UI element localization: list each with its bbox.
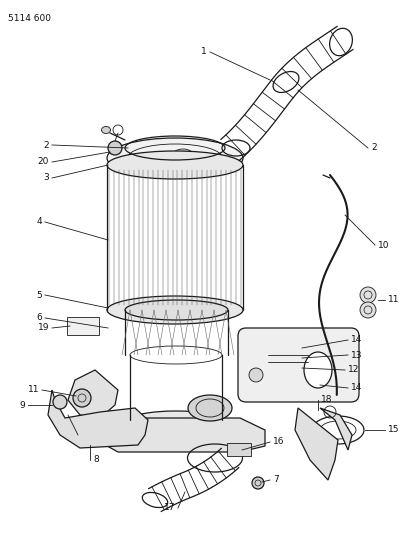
Text: 9: 9 <box>19 400 25 409</box>
Circle shape <box>73 389 91 407</box>
FancyBboxPatch shape <box>238 328 359 402</box>
Circle shape <box>108 141 122 155</box>
FancyBboxPatch shape <box>227 443 251 456</box>
Polygon shape <box>48 390 148 448</box>
Ellipse shape <box>125 300 228 320</box>
Text: 16: 16 <box>273 438 284 447</box>
Text: 1: 1 <box>201 47 207 56</box>
Text: 17: 17 <box>164 504 175 513</box>
Text: 6: 6 <box>36 313 42 322</box>
Ellipse shape <box>304 352 332 388</box>
Polygon shape <box>68 370 118 418</box>
Ellipse shape <box>172 149 194 163</box>
Text: 8: 8 <box>93 456 99 464</box>
Text: 4: 4 <box>36 217 42 227</box>
Text: 12: 12 <box>348 366 359 375</box>
Text: 14: 14 <box>351 335 362 344</box>
Polygon shape <box>295 408 338 480</box>
Polygon shape <box>320 408 352 450</box>
Text: 20: 20 <box>38 157 49 166</box>
Text: 11: 11 <box>388 295 399 304</box>
Ellipse shape <box>188 395 232 421</box>
Ellipse shape <box>107 296 243 324</box>
Text: 2: 2 <box>371 143 377 152</box>
FancyBboxPatch shape <box>67 317 99 335</box>
Text: 15: 15 <box>388 425 399 434</box>
Text: 19: 19 <box>38 324 49 333</box>
Ellipse shape <box>107 138 243 178</box>
Text: 3: 3 <box>43 174 49 182</box>
Circle shape <box>360 302 376 318</box>
Ellipse shape <box>102 126 111 133</box>
Polygon shape <box>100 418 265 452</box>
Ellipse shape <box>130 411 222 429</box>
Circle shape <box>360 287 376 303</box>
Text: 11: 11 <box>27 385 39 394</box>
Circle shape <box>252 477 264 489</box>
Ellipse shape <box>107 151 243 179</box>
Text: 7: 7 <box>273 475 279 484</box>
Text: 18: 18 <box>321 395 333 405</box>
Text: 10: 10 <box>378 240 390 249</box>
Circle shape <box>53 395 67 409</box>
Text: 14: 14 <box>351 384 362 392</box>
Text: 13: 13 <box>351 351 362 359</box>
Text: 5114 600: 5114 600 <box>8 14 51 23</box>
Circle shape <box>249 368 263 382</box>
Text: 2: 2 <box>43 141 49 149</box>
Text: 5: 5 <box>36 290 42 300</box>
